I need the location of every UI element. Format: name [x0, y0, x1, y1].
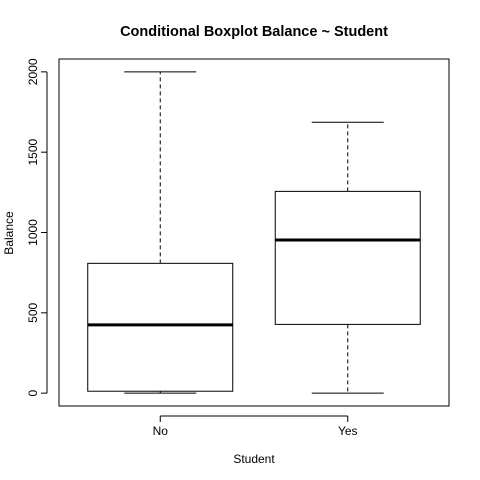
- y-tick-label: 1000: [26, 219, 40, 246]
- x-axis-label: Student: [233, 452, 275, 466]
- iqr-box: [274, 190, 421, 325]
- y-axis: 0 500 1000 1500 2000: [26, 58, 48, 396]
- y-tick-label: 1500: [26, 139, 40, 166]
- box-no: [87, 71, 234, 394]
- iqr-box: [87, 262, 234, 392]
- y-axis-label: Balance: [2, 211, 16, 255]
- y-tick-label: 2000: [26, 58, 40, 85]
- y-tick-label: 500: [26, 302, 40, 322]
- boxes-group: [87, 71, 421, 394]
- x-tick-label: No: [153, 424, 169, 438]
- plot-frame: [58, 58, 450, 407]
- x-axis: No Yes: [153, 415, 358, 438]
- chart-title: Conditional Boxplot Balance ~ Student: [120, 24, 388, 40]
- box-yes: [274, 121, 421, 394]
- y-tick-label: 0: [26, 389, 40, 396]
- x-tick-label: Yes: [338, 424, 358, 438]
